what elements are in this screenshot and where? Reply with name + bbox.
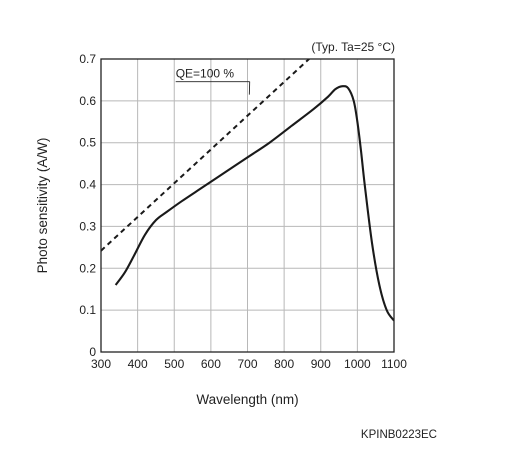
condition-note: (Typ. Ta=25 °C)	[311, 40, 395, 54]
y-tick-label: 0.7	[79, 52, 96, 66]
y-tick-label: 0.2	[79, 261, 96, 275]
series-layer	[101, 59, 394, 322]
x-tick-label: 600	[201, 357, 221, 371]
x-tick-label: 1100	[381, 357, 407, 371]
photo-sensitivity-curve	[114, 85, 394, 322]
figure-code: KPINB0223EC	[361, 429, 437, 441]
qe-annotation-label: QE=100 %	[176, 67, 235, 81]
y-tick-label: 0	[89, 345, 96, 359]
y-tick-label: 0.3	[79, 219, 96, 233]
qe-100-reference-line	[101, 59, 311, 252]
x-tick-label: 500	[164, 357, 184, 371]
x-tick-label: 400	[128, 357, 148, 371]
x-axis-title: Wavelength (nm)	[196, 392, 298, 407]
y-tick-label: 0.5	[79, 136, 96, 150]
x-tick-label: 300	[91, 357, 111, 371]
x-tick-label: 1000	[344, 357, 371, 371]
y-tick-labels: 0 0.1 0.2 0.3 0.4 0.5 0.6 0.7	[79, 52, 96, 359]
y-axis-title: Photo sensitivity (A/W)	[35, 138, 50, 274]
plot-frame	[100, 58, 395, 353]
x-tick-label: 900	[311, 357, 331, 371]
x-tick-label: 700	[237, 357, 257, 371]
y-tick-label: 0.6	[79, 94, 96, 108]
x-tick-labels: 300 400 500 600 700 800 900 1000 1100	[91, 357, 407, 371]
annotation-layer: QE=100 %	[175, 67, 251, 95]
y-tick-label: 0.1	[79, 303, 96, 317]
x-tick-label: 800	[274, 357, 294, 371]
y-tick-label: 0.4	[79, 178, 96, 192]
grid-lines	[100, 58, 395, 353]
